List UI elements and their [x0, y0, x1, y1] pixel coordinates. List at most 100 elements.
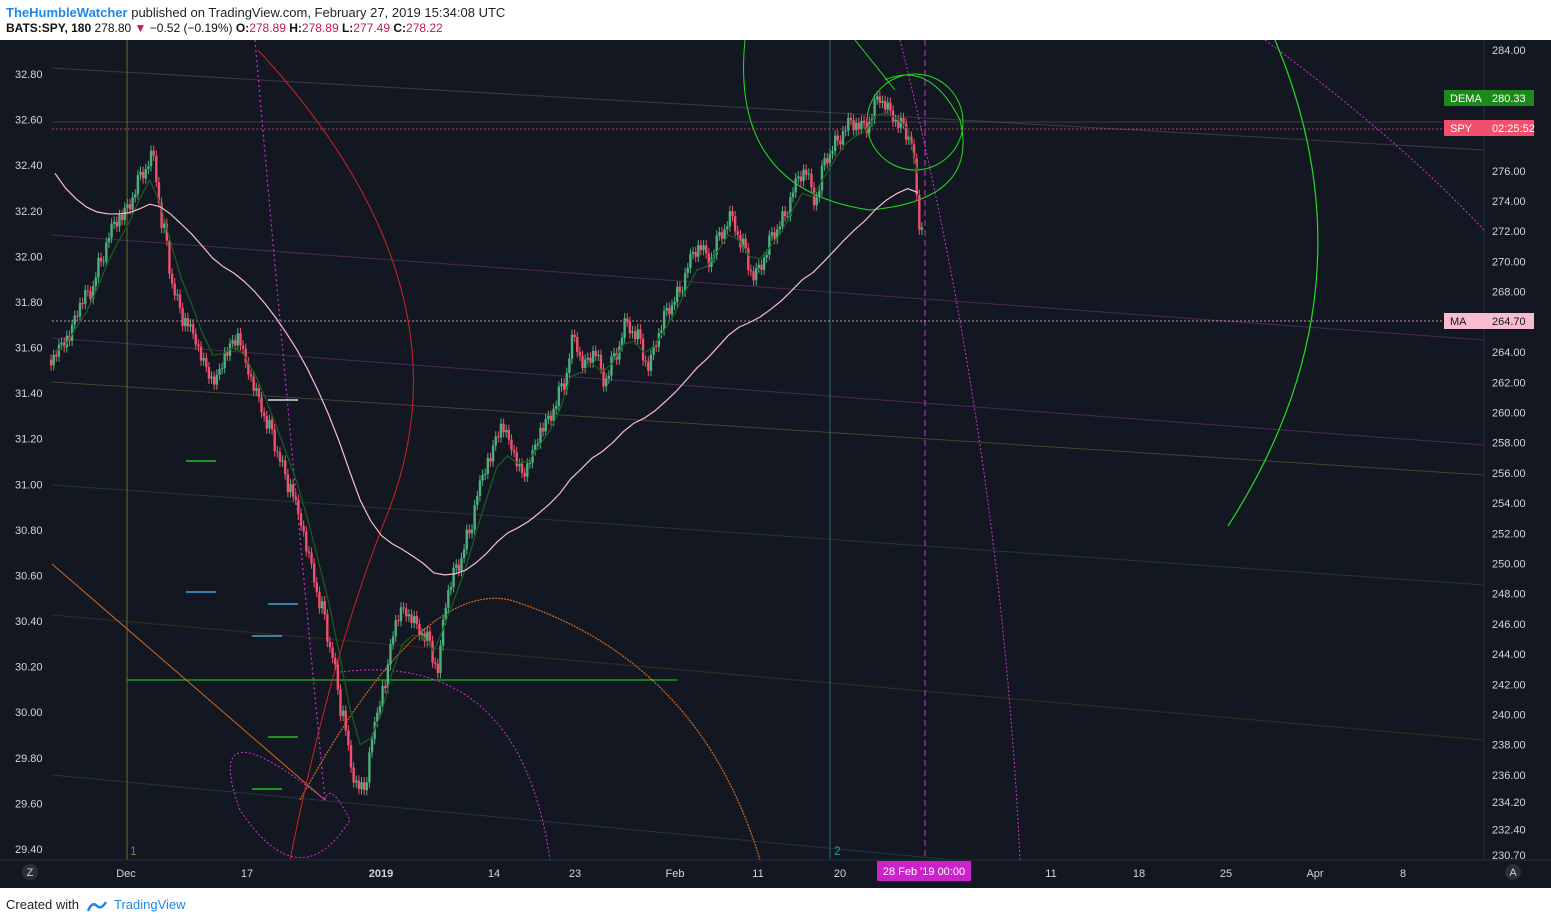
- annotation-2: 2: [834, 844, 841, 858]
- candle-body: [144, 168, 147, 179]
- candle-body: [447, 589, 450, 608]
- left-tick-label: 31.80: [15, 297, 43, 309]
- candle-body: [570, 334, 574, 359]
- candle-body: [210, 376, 213, 379]
- candle-body: [526, 463, 529, 477]
- candle-body: [686, 268, 689, 273]
- dema-tag-value: 280.33: [1492, 93, 1526, 105]
- candle-body: [576, 336, 579, 353]
- candle-body: [599, 354, 603, 369]
- right-tick-label: 238.00: [1492, 740, 1526, 752]
- candle-body: [428, 631, 432, 641]
- candle-body: [265, 416, 269, 429]
- channel-line: [51, 337, 1485, 446]
- tradingview-logo-icon: [86, 900, 107, 912]
- candle-body: [828, 153, 832, 164]
- candle-body: [897, 119, 900, 128]
- candle-body: [455, 564, 458, 568]
- green-arc-right: [1227, 40, 1319, 527]
- time-tick-label: Dec: [116, 868, 136, 880]
- candle-body: [136, 175, 140, 195]
- right-tick-label: 284.00: [1492, 45, 1526, 57]
- candle-body: [915, 158, 918, 195]
- auto-scale-right-button[interactable]: A: [1505, 864, 1521, 880]
- candle-body: [626, 318, 629, 322]
- candle-body: [723, 229, 726, 239]
- candle-body: [747, 248, 750, 270]
- candle-body: [610, 356, 613, 376]
- candle-body: [718, 232, 721, 236]
- candle-body: [481, 474, 484, 481]
- low-value: 277.49: [353, 21, 390, 35]
- candle-body: [794, 178, 797, 193]
- price-chart[interactable]: 284.00276.00274.00272.00270.00268.00266.…: [0, 40, 1551, 888]
- author-link[interactable]: TheHumbleWatcher: [6, 5, 128, 20]
- candle-body: [741, 238, 745, 248]
- right-axis-panel[interactable]: [1484, 40, 1551, 860]
- candle-body: [762, 257, 766, 270]
- candle-body: [355, 780, 358, 783]
- time-tick-label: Feb: [666, 868, 685, 880]
- candle-body: [726, 226, 729, 230]
- time-tick-label: 17: [241, 868, 253, 880]
- candle-body: [499, 423, 503, 438]
- candle-body: [299, 513, 303, 526]
- right-tick-label: 252.00: [1492, 528, 1526, 540]
- candle-body: [289, 484, 292, 493]
- candle-body: [857, 122, 861, 130]
- candle-body: [460, 557, 463, 572]
- candle-body: [118, 214, 121, 227]
- candle-body: [168, 240, 171, 274]
- published-text: published on TradingView.com, February 2…: [131, 5, 506, 20]
- candle-body: [491, 445, 495, 462]
- candle-body: [799, 176, 803, 182]
- candle-body: [476, 496, 479, 505]
- candle-body: [152, 150, 155, 156]
- right-tick-label: 236.00: [1492, 770, 1526, 782]
- candle-body: [844, 130, 847, 132]
- close-value: 278.22: [406, 21, 443, 35]
- candle-body: [236, 333, 240, 346]
- candle-body: [562, 383, 566, 390]
- candle-body: [802, 169, 805, 182]
- right-tick-label: 244.00: [1492, 649, 1526, 661]
- chart-area[interactable]: 284.00276.00274.00272.00270.00268.00266.…: [0, 40, 1551, 888]
- candle-body: [212, 376, 216, 385]
- candle-body: [791, 192, 795, 198]
- candle-body: [633, 331, 637, 340]
- candle-body: [418, 623, 421, 636]
- candle-body: [731, 211, 734, 217]
- tradingview-brand[interactable]: TradingView: [114, 897, 186, 912]
- candle-body: [655, 345, 658, 347]
- candle-body: [691, 252, 695, 254]
- candle-body: [320, 601, 324, 609]
- candle-body: [326, 614, 329, 642]
- candle-body: [439, 645, 442, 674]
- candle-body: [128, 204, 132, 210]
- candle-body: [55, 354, 58, 357]
- candle-body: [368, 752, 371, 783]
- candle-body: [176, 294, 179, 296]
- candle-body: [568, 358, 571, 373]
- candle-body: [194, 333, 197, 345]
- candle-body: [549, 415, 553, 421]
- candle-body: [436, 663, 440, 674]
- candle-body: [110, 223, 113, 238]
- symbol-label: BATS:SPY, 180: [6, 21, 92, 35]
- candle-body: [531, 450, 534, 463]
- candle-body: [552, 408, 555, 421]
- candle-body: [362, 782, 366, 791]
- time-axis-panel[interactable]: [0, 860, 1551, 888]
- candle-body: [357, 780, 361, 790]
- candle-body: [573, 334, 576, 337]
- candle-body: [276, 451, 279, 453]
- auto-scale-left-button[interactable]: Z: [22, 864, 38, 880]
- candle-body: [728, 211, 732, 227]
- candle-body: [84, 290, 87, 304]
- candle-body: [920, 227, 924, 230]
- candle-body: [378, 706, 382, 713]
- candle-body: [505, 429, 508, 433]
- ma-tag-bg: [1444, 313, 1534, 329]
- candle-body: [202, 357, 205, 361]
- candle-body: [883, 100, 887, 110]
